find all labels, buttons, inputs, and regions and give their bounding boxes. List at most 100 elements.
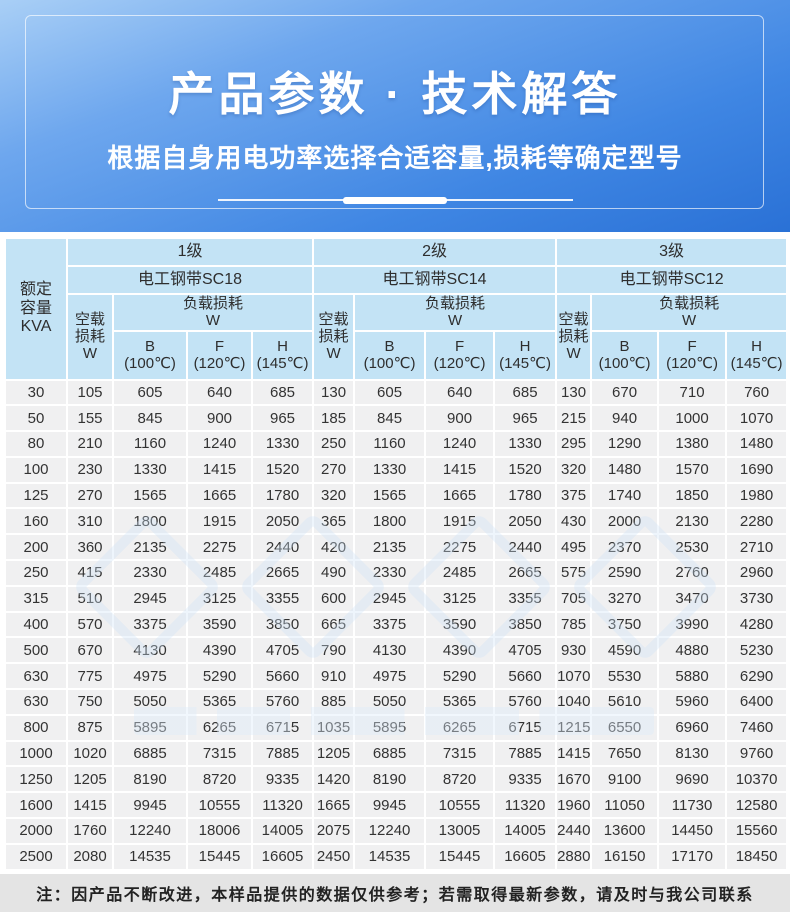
value-cell: 10370 (725, 765, 789, 794)
table-row: 1600 1415 9945 10555 11320 1665 9945 10555 11320… (4, 791, 789, 820)
value-cell: 2370 (590, 533, 660, 562)
value-cell: 13600 (590, 817, 660, 845)
capacity-cell: 50 (4, 404, 68, 433)
value-cell: 12240 (112, 817, 188, 845)
no-load-header-1: 空载 损耗 W (66, 293, 114, 381)
table-row: 80 210 1160 1240 1330 250 1160 1240 1330 295 1290 1… (4, 430, 789, 458)
value-cell: 6400 (725, 688, 789, 716)
value-cell: 2130 (657, 507, 728, 536)
value-cell: 2330 (112, 559, 188, 587)
value-cell: 2330 (353, 559, 427, 587)
value-cell: 130 (555, 378, 593, 407)
value-cell: 1160 (112, 430, 188, 458)
table-row: 2500 2080 14535 15445 16605 2450 14535 15445 166… (4, 842, 789, 871)
value-cell: 1480 (725, 430, 789, 458)
value-cell: 11050 (590, 791, 660, 820)
value-cell: 510 (66, 584, 114, 613)
value-cell: 295 (555, 430, 593, 458)
value-cell: 1520 (493, 455, 558, 484)
value-cell: 1415 (424, 455, 496, 484)
note-bar: 注：因产品不断改进，本样品提供的数据仅供参考；若需取得最新参数，请及时与我公司联… (0, 873, 790, 912)
temp-col-header: H (145℃) (250, 329, 315, 381)
value-cell: 4975 (112, 662, 188, 691)
value-cell: 5365 (186, 688, 253, 716)
temp-col-header: B (100℃) (112, 329, 188, 381)
no-load-header-2: 空载 损耗 W (312, 293, 356, 381)
value-cell: 6715 (250, 713, 315, 742)
value-cell: 1665 (424, 481, 496, 510)
value-cell: 4705 (493, 636, 558, 665)
value-cell: 3270 (590, 584, 660, 613)
capacity-cell: 500 (4, 636, 68, 665)
value-cell: 1570 (657, 455, 728, 484)
table-header: 额定 容量 KVA 1级 2级 3级 电工钢带SC18 电工钢带SC14 电工钢… (4, 237, 789, 381)
value-cell: 685 (493, 378, 558, 407)
value-cell: 2080 (66, 842, 114, 871)
value-cell: 1520 (250, 455, 315, 484)
value-cell: 3375 (353, 610, 427, 639)
load-header-2: 负载损耗 W (353, 293, 558, 332)
value-cell: 1330 (112, 455, 188, 484)
value-cell: 6960 (657, 713, 728, 742)
value-cell: 9335 (250, 765, 315, 794)
capacity-cell: 80 (4, 430, 68, 458)
value-cell: 2440 (555, 817, 593, 845)
value-cell: 7460 (725, 713, 789, 742)
value-cell: 1070 (725, 404, 789, 433)
value-cell: 640 (186, 378, 253, 407)
page-title: 产品参数 · 技术解答 (168, 68, 622, 120)
value-cell: 1690 (725, 455, 789, 484)
level-1-header: 1级 (65, 237, 315, 267)
value-cell: 6265 (424, 713, 496, 742)
value-cell: 10555 (424, 791, 496, 820)
steel-1-header: 电工钢带SC18 (65, 265, 315, 295)
value-cell: 15445 (424, 842, 496, 871)
value-cell: 6885 (353, 739, 427, 768)
value-cell: 230 (66, 455, 114, 484)
temp-col-header: H (145℃) (493, 329, 558, 381)
value-cell: 4390 (424, 636, 496, 665)
value-cell: 9945 (112, 791, 188, 820)
capacity-cell: 1000 (4, 739, 68, 768)
value-cell: 10555 (186, 791, 253, 820)
value-cell: 375 (555, 481, 593, 510)
value-cell: 8720 (186, 765, 253, 794)
value-cell: 1240 (424, 430, 496, 458)
value-cell: 8190 (112, 765, 188, 794)
steel-3-header: 电工钢带SC12 (555, 265, 789, 295)
value-cell: 2710 (725, 533, 789, 562)
value-cell: 4280 (725, 610, 789, 639)
table-row: 1250 1205 8190 8720 9335 1420 8190 8720 9335 1670… (4, 765, 789, 794)
value-cell: 1960 (555, 791, 593, 820)
value-cell: 845 (353, 404, 427, 433)
capacity-cell: 100 (4, 455, 68, 484)
table-row: 500 670 4130 4390 4705 790 4130 4390 4705 930 4590… (4, 636, 789, 665)
value-cell: 875 (66, 713, 114, 742)
value-cell: 11730 (657, 791, 728, 820)
value-cell: 2760 (657, 559, 728, 587)
value-cell: 1665 (312, 791, 356, 820)
value-cell: 155 (66, 404, 114, 433)
value-cell: 18006 (186, 817, 253, 845)
hero-banner: 产品参数 · 技术解答 根据自身用电功率选择合适容量,损耗等确定型号 (0, 0, 790, 232)
value-cell: 2485 (186, 559, 253, 587)
page-subtitle: 根据自身用电功率选择合适容量,损耗等确定型号 (107, 143, 683, 173)
value-cell: 2665 (250, 559, 315, 587)
value-cell: 1040 (555, 688, 593, 716)
value-cell: 2665 (493, 559, 558, 587)
value-cell: 3125 (186, 584, 253, 613)
value-cell: 5290 (186, 662, 253, 691)
value-cell: 6550 (590, 713, 660, 742)
temp-col-header: H (145℃) (725, 329, 789, 381)
table-row: 50 155 845 900 965 185 845 900 965 215 940 1000 1070 (4, 404, 789, 433)
value-cell: 8190 (353, 765, 427, 794)
value-cell: 15445 (186, 842, 253, 871)
spec-table-wrap: 额定 容量 KVA 1级 2级 3级 电工钢带SC18 电工钢带SC14 电工钢… (4, 237, 789, 871)
value-cell: 900 (186, 404, 253, 433)
value-cell: 16605 (493, 842, 558, 871)
value-cell: 13005 (424, 817, 496, 845)
value-cell: 495 (555, 533, 593, 562)
temp-col-header: B (100℃) (590, 329, 660, 381)
value-cell: 1915 (186, 507, 253, 536)
capacity-cell: 250 (4, 559, 68, 587)
